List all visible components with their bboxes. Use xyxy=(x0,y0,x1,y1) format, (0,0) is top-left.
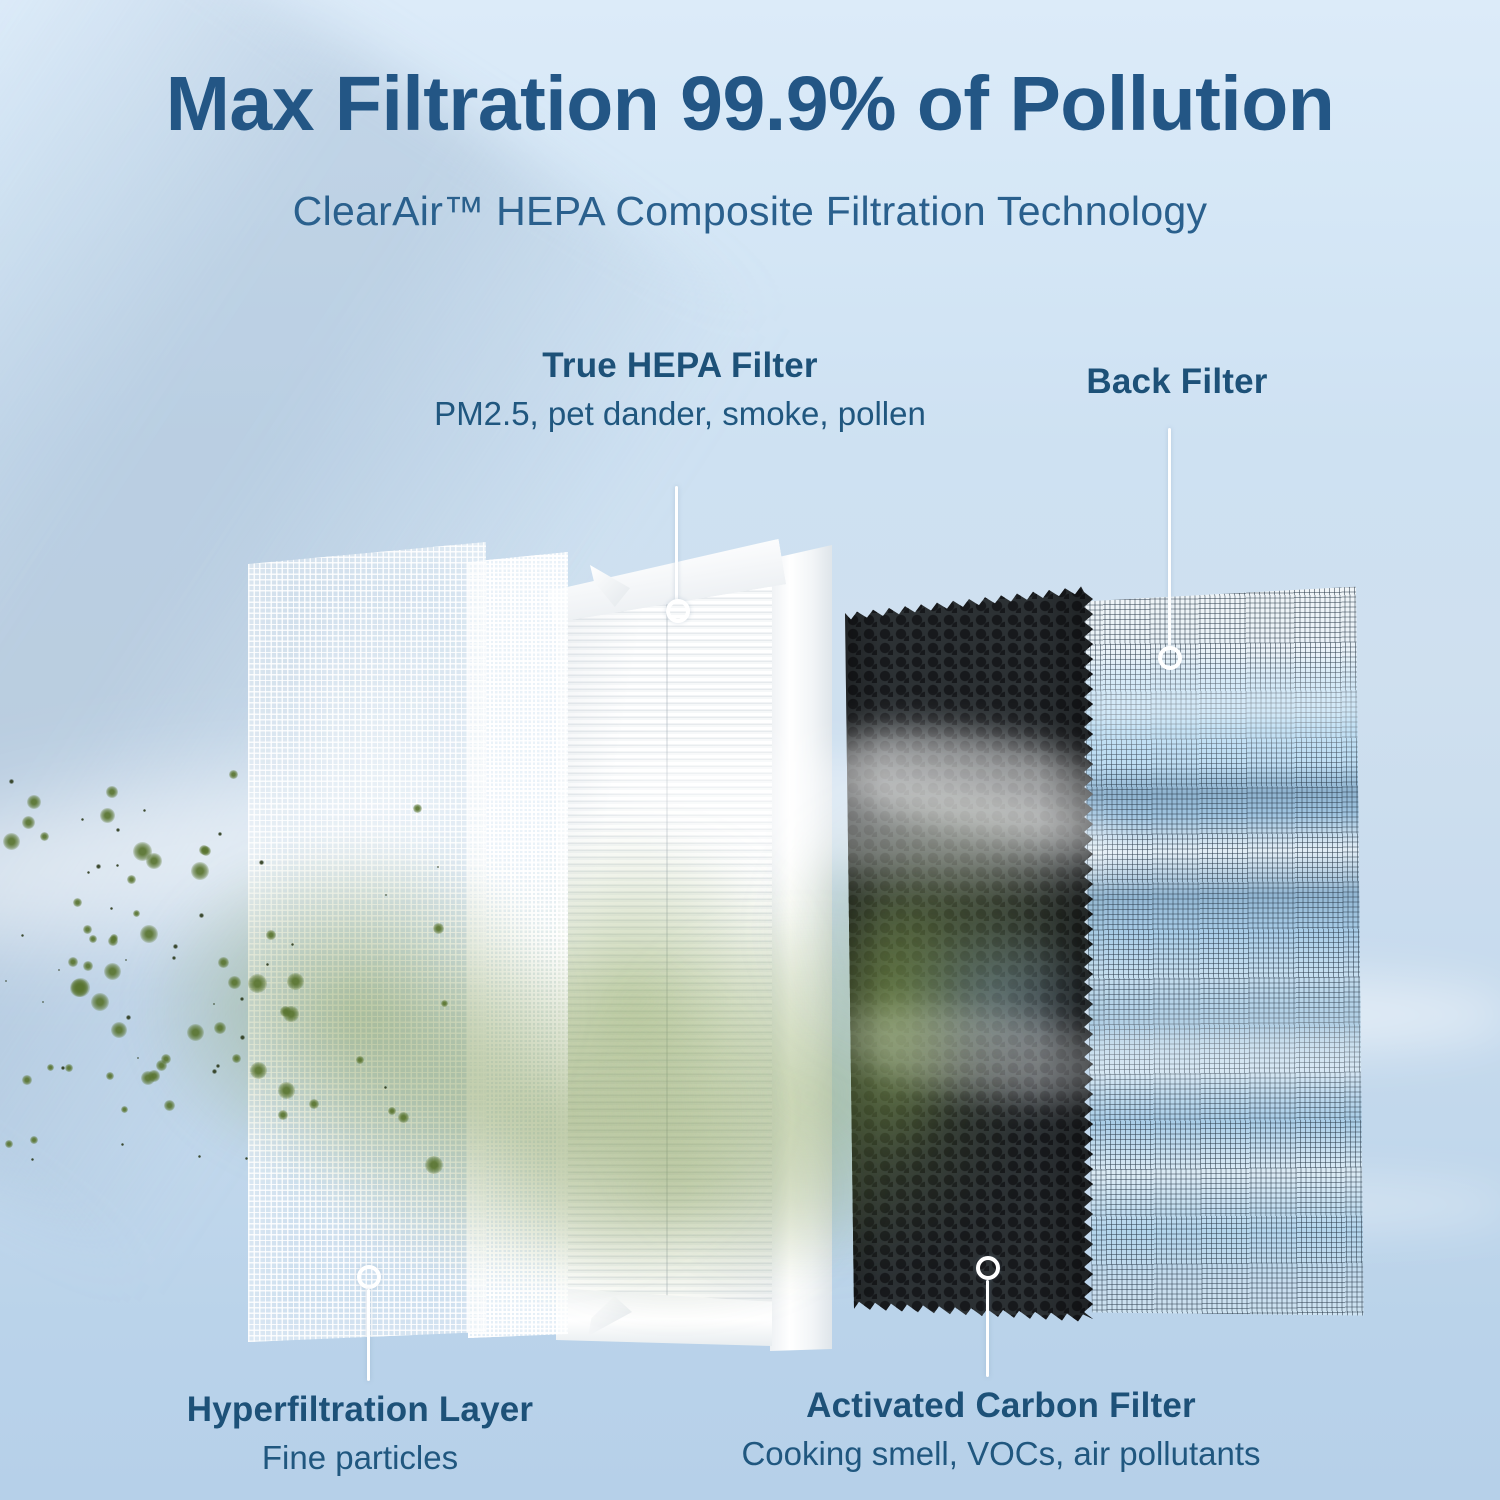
callout-line-true-hepa xyxy=(675,486,678,600)
callout-marker-hyperfiltration xyxy=(357,1265,381,1289)
callout-marker-back-filter xyxy=(1158,646,1182,670)
callout-label-back-filter: Back Filter xyxy=(1086,362,1267,402)
callout-label-true-hepa: True HEPA Filter PM2.5, pet dander, smok… xyxy=(434,346,926,433)
edge-shading xyxy=(845,586,1093,1322)
smell-cloud xyxy=(480,1070,870,1310)
smell-cloud xyxy=(770,790,1100,1070)
callout-marker-true-hepa xyxy=(666,599,690,623)
callout-marker-activated-carbon xyxy=(976,1256,1000,1280)
smell-cloud xyxy=(600,920,1020,1270)
page-title: Max Filtration 99.9% of Pollution xyxy=(165,61,1335,147)
smell-cloud xyxy=(280,950,780,1280)
callout-line-activated-carbon xyxy=(986,1280,989,1377)
hyperfiltration-label: Hyperfiltration Layer xyxy=(186,1390,534,1429)
true-hepa-sublabel: PM2.5, pet dander, smoke, pollen xyxy=(434,395,926,432)
callout-label-activated-carbon: Activated Carbon Filter Cooking smell, V… xyxy=(741,1386,1260,1473)
back-filter-layer xyxy=(1084,587,1364,1321)
callout-line-hyperfiltration xyxy=(367,1289,370,1381)
callout-label-hyperfiltration: Hyperfiltration Layer Fine particles xyxy=(187,1390,534,1477)
page-subtitle: ClearAir™ HEPA Composite Filtration Tech… xyxy=(292,188,1208,234)
smell-glow xyxy=(845,875,970,1165)
hyperfiltration-sublabel: Fine particles xyxy=(261,1439,459,1476)
light-reflection xyxy=(1079,1016,1380,1074)
smell-cloud xyxy=(140,840,570,1180)
activated-carbon-sublabel: Cooking smell, VOCs, air pollutants xyxy=(741,1435,1261,1472)
light-reflection xyxy=(890,915,1093,1065)
true-hepa-label: True HEPA Filter xyxy=(542,346,818,385)
callout-line-back-filter xyxy=(1168,428,1171,647)
light-reflection xyxy=(1075,681,1376,744)
back-filter-label: Back Filter xyxy=(1086,362,1268,401)
activated-carbon-label: Activated Carbon Filter xyxy=(806,1386,1196,1425)
activated-carbon-filter-layer xyxy=(845,586,1093,1322)
